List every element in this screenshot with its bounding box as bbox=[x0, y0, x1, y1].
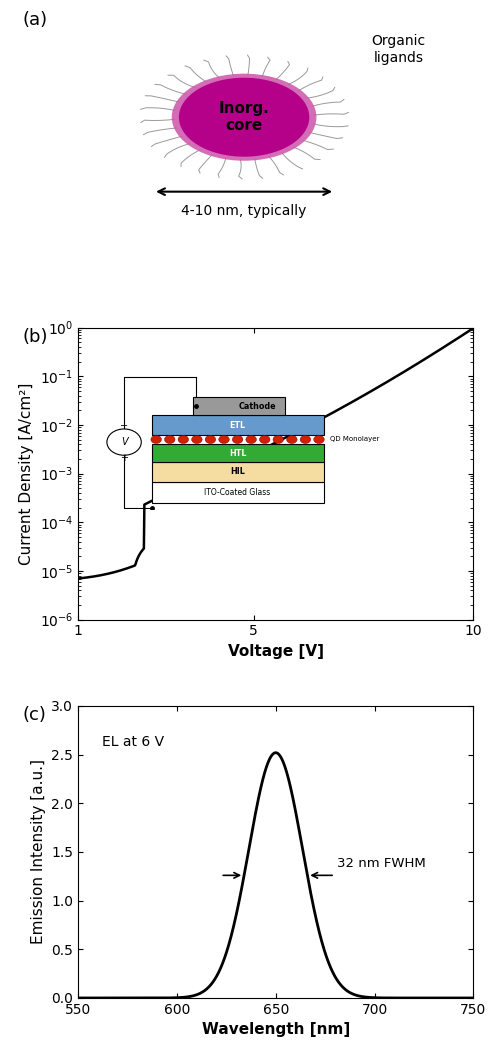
Text: Organic
ligands: Organic ligands bbox=[371, 34, 426, 65]
Text: (c): (c) bbox=[23, 706, 47, 724]
Text: 4-10 nm, typically: 4-10 nm, typically bbox=[182, 204, 307, 217]
Ellipse shape bbox=[179, 77, 309, 157]
X-axis label: Wavelength [nm]: Wavelength [nm] bbox=[202, 1022, 350, 1038]
Y-axis label: Current Density [A/cm²]: Current Density [A/cm²] bbox=[19, 382, 34, 565]
Text: 32 nm FWHM: 32 nm FWHM bbox=[337, 858, 426, 870]
Text: Inorg.
core: Inorg. core bbox=[219, 101, 269, 134]
Ellipse shape bbox=[172, 73, 316, 161]
Text: (b): (b) bbox=[23, 328, 48, 346]
Text: (a): (a) bbox=[23, 11, 48, 29]
Text: EL at 6 V: EL at 6 V bbox=[102, 736, 164, 749]
Y-axis label: Emission Intensity [a.u.]: Emission Intensity [a.u.] bbox=[31, 760, 46, 945]
X-axis label: Voltage [V]: Voltage [V] bbox=[228, 644, 324, 659]
